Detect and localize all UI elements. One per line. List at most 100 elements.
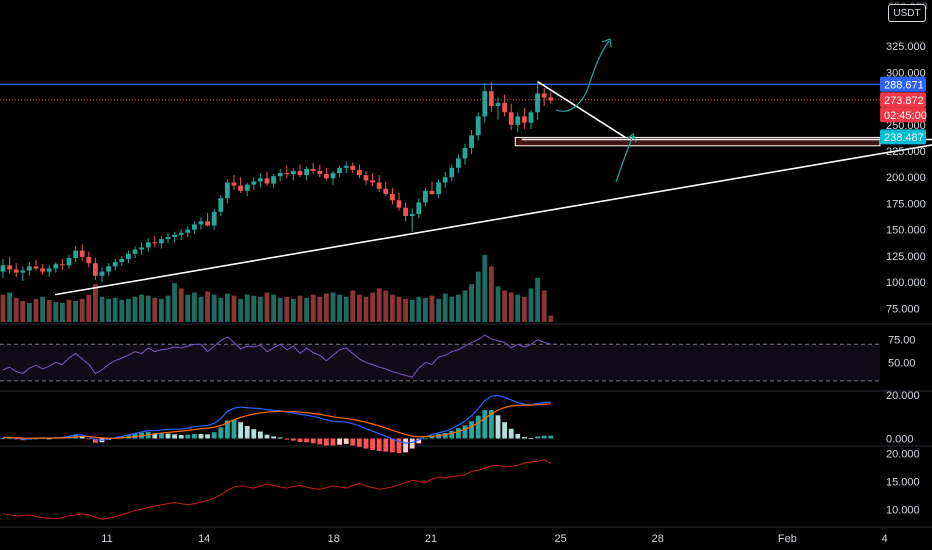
candle-body[interactable] <box>423 190 428 203</box>
candle-body[interactable] <box>86 256 92 264</box>
candle-body[interactable] <box>396 200 402 208</box>
macd-histogram-bar <box>264 434 270 439</box>
candle-body[interactable] <box>508 112 514 125</box>
candle-body[interactable] <box>145 242 151 248</box>
candle-body[interactable] <box>449 167 455 178</box>
candle-body[interactable] <box>357 169 362 176</box>
candle-body[interactable] <box>528 112 534 123</box>
candle-body[interactable] <box>93 263 98 276</box>
candle-body[interactable] <box>337 167 342 174</box>
candle-body[interactable] <box>7 265 12 270</box>
volume-bar <box>370 292 375 322</box>
candle-body[interactable] <box>53 264 59 269</box>
candle-body[interactable] <box>139 247 144 250</box>
volume-bar <box>304 297 309 322</box>
candle-body[interactable] <box>244 184 250 191</box>
trendline-drawings[interactable] <box>55 81 932 296</box>
candle-body[interactable] <box>277 173 283 177</box>
candle-body[interactable] <box>0 265 6 272</box>
volume-bar <box>310 294 316 322</box>
macd-axis-label: 20.000 <box>886 390 920 402</box>
candle-body[interactable] <box>73 250 78 258</box>
candle-body[interactable] <box>27 266 32 271</box>
candle-body[interactable] <box>383 188 389 195</box>
candlestick-series[interactable] <box>0 80 554 283</box>
candle-body[interactable] <box>112 262 118 267</box>
currency-label[interactable]: USDT <box>888 4 926 22</box>
candle-body[interactable] <box>132 249 138 254</box>
macd-histogram-bar <box>192 433 197 439</box>
candle-body[interactable] <box>33 266 39 269</box>
candle-body[interactable] <box>522 116 527 123</box>
candle-body[interactable] <box>535 93 540 113</box>
ascending-trendline[interactable] <box>55 144 932 296</box>
candle-body[interactable] <box>343 165 349 168</box>
candle-body[interactable] <box>251 181 257 185</box>
candle-body[interactable] <box>403 207 408 217</box>
time-axis[interactable]: 11 14 18 21 25 28 Feb 4 <box>101 533 887 545</box>
candle-body[interactable] <box>475 116 481 136</box>
candle-body[interactable] <box>442 177 448 183</box>
candle-body[interactable] <box>46 268 52 272</box>
price-axis-label: 100.000 <box>886 277 926 289</box>
candle-body[interactable] <box>13 269 19 273</box>
candle-body[interactable] <box>363 175 369 181</box>
candle-body[interactable] <box>324 174 329 179</box>
candle-body[interactable] <box>291 170 296 175</box>
candle-body[interactable] <box>211 211 217 226</box>
candle-body[interactable] <box>119 259 125 263</box>
candle-body[interactable] <box>304 168 309 176</box>
candle-body[interactable] <box>126 253 131 260</box>
candle-body[interactable] <box>66 257 72 266</box>
candle-body[interactable] <box>271 176 276 184</box>
candle-body[interactable] <box>40 268 45 272</box>
candle-body[interactable] <box>225 182 230 199</box>
candle-body[interactable] <box>429 190 435 195</box>
candle-body[interactable] <box>258 178 263 182</box>
macd-histogram-bar <box>502 422 507 439</box>
candle-body[interactable] <box>238 185 243 191</box>
candle-body[interactable] <box>297 170 303 176</box>
candle-body[interactable] <box>416 202 422 214</box>
trendline[interactable] <box>537 81 626 139</box>
candle-body[interactable] <box>495 102 501 106</box>
candle-body[interactable] <box>502 102 507 113</box>
candle-body[interactable] <box>489 91 494 106</box>
candle-body[interactable] <box>178 232 184 235</box>
candle-body[interactable] <box>482 91 488 117</box>
candle-body[interactable] <box>376 182 382 189</box>
candle-body[interactable] <box>185 229 191 233</box>
candle-body[interactable] <box>370 180 375 183</box>
candle-body[interactable] <box>284 173 290 175</box>
candle-body[interactable] <box>60 264 65 266</box>
candle-body[interactable] <box>515 116 521 125</box>
candle-body[interactable] <box>205 221 210 226</box>
candle-body[interactable] <box>20 270 26 273</box>
candle-body[interactable] <box>456 158 461 168</box>
candle-body[interactable] <box>436 182 441 195</box>
candle-body[interactable] <box>541 93 547 98</box>
candle-body[interactable] <box>79 250 85 257</box>
candle-body[interactable] <box>152 242 158 244</box>
candle-body[interactable] <box>172 234 177 237</box>
candle-body[interactable] <box>218 198 224 212</box>
candle-body[interactable] <box>350 165 356 170</box>
candle-body[interactable] <box>106 266 111 272</box>
candle-body[interactable] <box>390 194 395 201</box>
candle-body[interactable] <box>469 135 474 148</box>
candle-body[interactable] <box>159 239 164 244</box>
candle-body[interactable] <box>99 271 105 276</box>
candle-body[interactable] <box>548 97 554 101</box>
candle-body[interactable] <box>310 168 316 171</box>
candle-body[interactable] <box>462 147 468 159</box>
candle-body[interactable] <box>198 221 204 225</box>
candle-body[interactable] <box>264 178 270 184</box>
candle-body[interactable] <box>409 213 415 217</box>
macd-histogram-bar <box>462 425 468 439</box>
candle-body[interactable] <box>165 236 171 240</box>
candle-body[interactable] <box>231 182 237 186</box>
candle-body[interactable] <box>317 170 323 175</box>
candle-body[interactable] <box>192 224 197 230</box>
candle-body[interactable] <box>330 173 336 179</box>
